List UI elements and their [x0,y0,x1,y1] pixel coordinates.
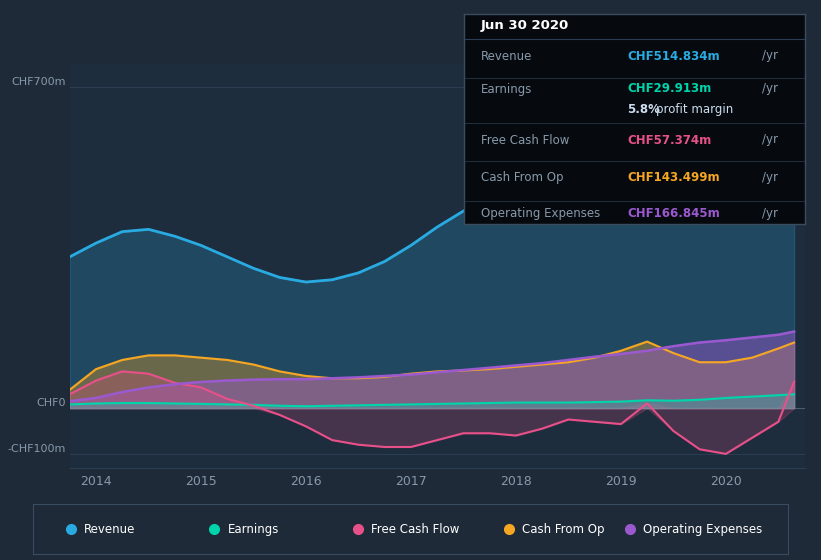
Text: CHF0: CHF0 [37,398,67,408]
Text: CHF143.499m: CHF143.499m [627,171,720,184]
Text: Revenue: Revenue [85,522,135,536]
Text: Earnings: Earnings [227,522,279,536]
Text: Free Cash Flow: Free Cash Flow [481,133,569,147]
Text: /yr: /yr [762,82,778,95]
Text: CHF29.913m: CHF29.913m [627,82,712,95]
Text: 5.8%: 5.8% [627,103,660,116]
Text: Earnings: Earnings [481,83,532,96]
Text: Operating Expenses: Operating Expenses [481,207,600,220]
Text: -CHF100m: -CHF100m [7,444,67,454]
Text: CHF166.845m: CHF166.845m [627,207,720,220]
Text: /yr: /yr [762,207,778,220]
Text: Operating Expenses: Operating Expenses [643,522,763,536]
Text: CHF700m: CHF700m [11,77,67,87]
Text: Free Cash Flow: Free Cash Flow [371,522,460,536]
Text: CHF514.834m: CHF514.834m [627,49,720,63]
Text: Jun 30 2020: Jun 30 2020 [481,19,569,32]
Text: /yr: /yr [762,133,778,147]
Text: CHF57.374m: CHF57.374m [627,133,712,147]
Text: /yr: /yr [762,49,778,63]
Text: profit margin: profit margin [656,103,734,116]
Text: Revenue: Revenue [481,49,532,63]
Text: Cash From Op: Cash From Op [481,171,563,184]
Text: /yr: /yr [762,171,778,184]
Text: Cash From Op: Cash From Op [522,522,605,536]
